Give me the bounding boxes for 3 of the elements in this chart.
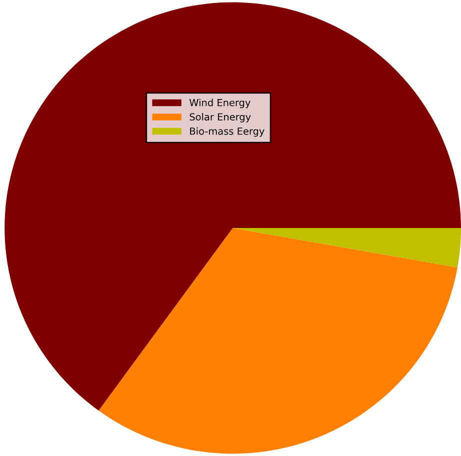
legend-label: Solar Energy bbox=[190, 113, 251, 122]
legend-label: Wind Energy bbox=[189, 98, 250, 108]
legend-label: Bio-mass Eergy bbox=[190, 127, 264, 137]
